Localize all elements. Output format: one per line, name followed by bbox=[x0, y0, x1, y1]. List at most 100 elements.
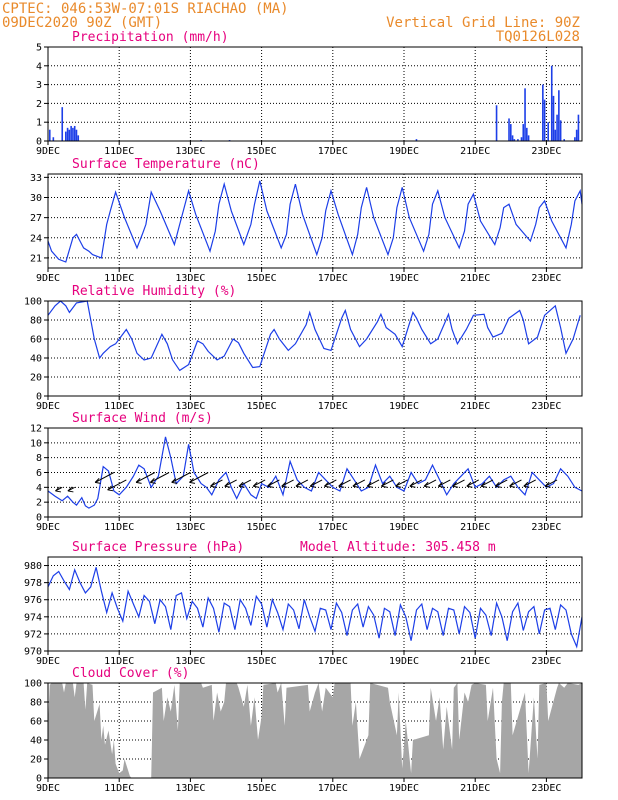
precip-bar bbox=[48, 129, 51, 141]
wind-arrow bbox=[224, 479, 237, 488]
precip-panel: Precipitation (mm/h) 0 1 2 3 4 5 9DEC 11DEC 13DEC… bbox=[36, 30, 583, 157]
wind-arrow bbox=[149, 472, 170, 484]
temp-xtick-label: 15DEC bbox=[247, 273, 277, 284]
precip-bar bbox=[66, 127, 69, 141]
precip-frame bbox=[47, 46, 583, 142]
precip-xtick-label: 15DEC bbox=[247, 146, 277, 157]
rh-xtick-label: 23DEC bbox=[531, 401, 561, 412]
cloud-title: Cloud Cover (%) bbox=[72, 666, 189, 681]
cloud-ytick-label: 60 bbox=[30, 717, 42, 728]
wind-ytick-label: 8 bbox=[36, 453, 42, 464]
wind-frame bbox=[47, 427, 583, 518]
wind-ytick-label: 4 bbox=[36, 483, 42, 494]
wind-arrow bbox=[395, 479, 408, 488]
pressure-ytick-label: 970 bbox=[24, 647, 42, 658]
rh-ytick-label: 80 bbox=[30, 316, 42, 327]
wind-arrow bbox=[523, 479, 536, 488]
pressure-ytick-label: 978 bbox=[24, 578, 42, 589]
temp-xtick-label: 21DEC bbox=[460, 273, 490, 284]
temp-ytick-label: 24 bbox=[30, 233, 42, 244]
precip-xtick-label: 21DEC bbox=[460, 146, 490, 157]
cloud-panel: Cloud Cover (%) 0 20 40 60 80 100 9DEC 11DEC 13DE… bbox=[24, 666, 583, 794]
precip-title: Precipitation (mm/h) bbox=[72, 30, 229, 45]
temp-ytick-label: 27 bbox=[30, 213, 42, 224]
precip-bar bbox=[527, 135, 530, 141]
precip-bar bbox=[495, 105, 498, 141]
wind-arrow bbox=[494, 479, 508, 488]
wind-arrow bbox=[55, 486, 63, 493]
rh-ytick-label: 0 bbox=[36, 392, 42, 403]
temp-panel: Surface Temperature (nC) 21 24 27 30 33 9DEC 11… bbox=[30, 157, 583, 284]
pressure-xtick-label: 11DEC bbox=[104, 656, 134, 667]
wind-arrow bbox=[544, 479, 558, 488]
wind-arrow bbox=[309, 479, 323, 488]
cloud-ytick-label: 100 bbox=[24, 679, 42, 690]
wind-arrow bbox=[480, 479, 494, 488]
precip-bar bbox=[52, 137, 55, 141]
cloud-xtick-label: 17DEC bbox=[318, 783, 348, 794]
cloud-cover-area bbox=[48, 683, 582, 778]
precip-bar bbox=[509, 124, 512, 141]
wind-xtick-label: 9DEC bbox=[36, 522, 60, 533]
rh-xtick-label: 19DEC bbox=[389, 401, 419, 412]
precip-bar bbox=[517, 139, 519, 141]
rh-xtick-label: 15DEC bbox=[247, 401, 277, 412]
wind-xtick-label: 19DEC bbox=[389, 522, 419, 533]
pressure-xtick-label: 19DEC bbox=[389, 656, 419, 667]
precip-bar bbox=[558, 90, 560, 141]
wind-xtick-label: 13DEC bbox=[175, 522, 205, 533]
precip-bar bbox=[75, 129, 78, 141]
pressure-ytick-label: 974 bbox=[24, 612, 42, 623]
cloud-xtick-label: 21DEC bbox=[460, 783, 490, 794]
cloud-xtick-label: 19DEC bbox=[389, 783, 419, 794]
rh-ytick-label: 20 bbox=[30, 373, 42, 384]
wind-arrow bbox=[466, 479, 479, 488]
precip-xtick-label: 13DEC bbox=[175, 146, 205, 157]
temp-line bbox=[47, 180, 583, 263]
precip-bar bbox=[511, 135, 514, 141]
wind-arrow bbox=[135, 472, 156, 484]
cloud-ytick-label: 20 bbox=[30, 755, 42, 766]
precip-bar bbox=[77, 135, 80, 141]
wind-xtick-label: 17DEC bbox=[318, 522, 348, 533]
rh-xtick-label: 21DEC bbox=[460, 401, 490, 412]
precip-bar bbox=[542, 84, 544, 141]
temp-xtick-label: 17DEC bbox=[318, 273, 348, 284]
precip-bar bbox=[574, 137, 576, 141]
rh-ytick-label: 100 bbox=[24, 297, 42, 308]
precip-bar bbox=[522, 124, 525, 141]
rh-ytick-label: 40 bbox=[30, 354, 42, 365]
wind-arrow bbox=[423, 479, 437, 488]
wind-xtick-label: 11DEC bbox=[104, 522, 134, 533]
wind-xtick-label: 21DEC bbox=[460, 522, 490, 533]
precip-bar bbox=[526, 127, 528, 141]
run-date: 09DEC2020 90Z (GMT) bbox=[2, 15, 162, 31]
precip-xtick-label: 23DEC bbox=[531, 146, 561, 157]
temp-xtick-label: 11DEC bbox=[104, 273, 134, 284]
precip-bar bbox=[575, 129, 578, 141]
wind-arrow bbox=[67, 486, 75, 493]
precip-bar bbox=[513, 139, 516, 141]
precip-bar bbox=[64, 131, 67, 141]
precip-bar bbox=[577, 114, 580, 141]
wind-arrow bbox=[171, 472, 191, 484]
pressure-title: Surface Pressure (hPa) bbox=[72, 540, 244, 555]
wind-arrow bbox=[509, 479, 522, 488]
cloud-xtick-label: 9DEC bbox=[36, 783, 60, 794]
precip-ytick-label: 1 bbox=[36, 118, 42, 129]
temp-frame bbox=[47, 173, 583, 269]
precip-bar bbox=[70, 125, 72, 141]
wind-ytick-label: 2 bbox=[36, 498, 42, 509]
rh-xtick-label: 11DEC bbox=[104, 401, 134, 412]
precip-bar bbox=[547, 122, 549, 141]
pressure-ytick-label: 980 bbox=[24, 561, 42, 572]
temp-ytick-label: 33 bbox=[30, 173, 42, 184]
precip-ytick-label: 5 bbox=[36, 43, 42, 54]
rh-ytick-label: 60 bbox=[30, 335, 42, 346]
rh-frame bbox=[47, 300, 583, 397]
precip-ytick-label: 2 bbox=[36, 99, 42, 110]
run-code: TQ0126L028 bbox=[496, 29, 580, 45]
precip-xtick-label: 19DEC bbox=[389, 146, 419, 157]
precip-xtick-label: 17DEC bbox=[318, 146, 348, 157]
pressure-xtick-label: 23DEC bbox=[531, 656, 561, 667]
